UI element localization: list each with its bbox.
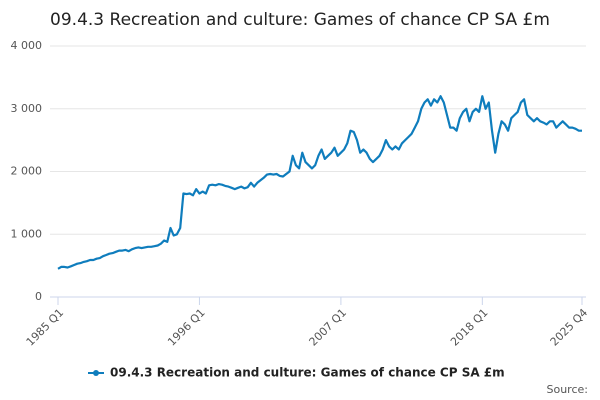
source: Source: [547,383,589,396]
x-tick-label: 1996 Q1 [165,306,208,349]
x-tick-label: 1985 Q1 [24,306,67,349]
chart-title: 09.4.3 Recreation and culture: Games of … [50,10,550,30]
y-tick-label: 2 000 [11,165,43,178]
y-tick-label: 0 [35,290,42,303]
series-line [57,95,582,270]
x-tick-label: 2025 Q4 [548,306,591,349]
y-tick-label: 1 000 [11,227,43,240]
legend-label: 09.4.3 Recreation and culture: Games of … [110,366,505,380]
x-tick-label: 2007 Q1 [307,306,350,349]
legend-marker [93,370,99,376]
y-tick-label: 3 000 [11,102,43,115]
y-tick-label: 4 000 [11,39,43,52]
x-tick-label: 2018 Q1 [448,306,491,349]
